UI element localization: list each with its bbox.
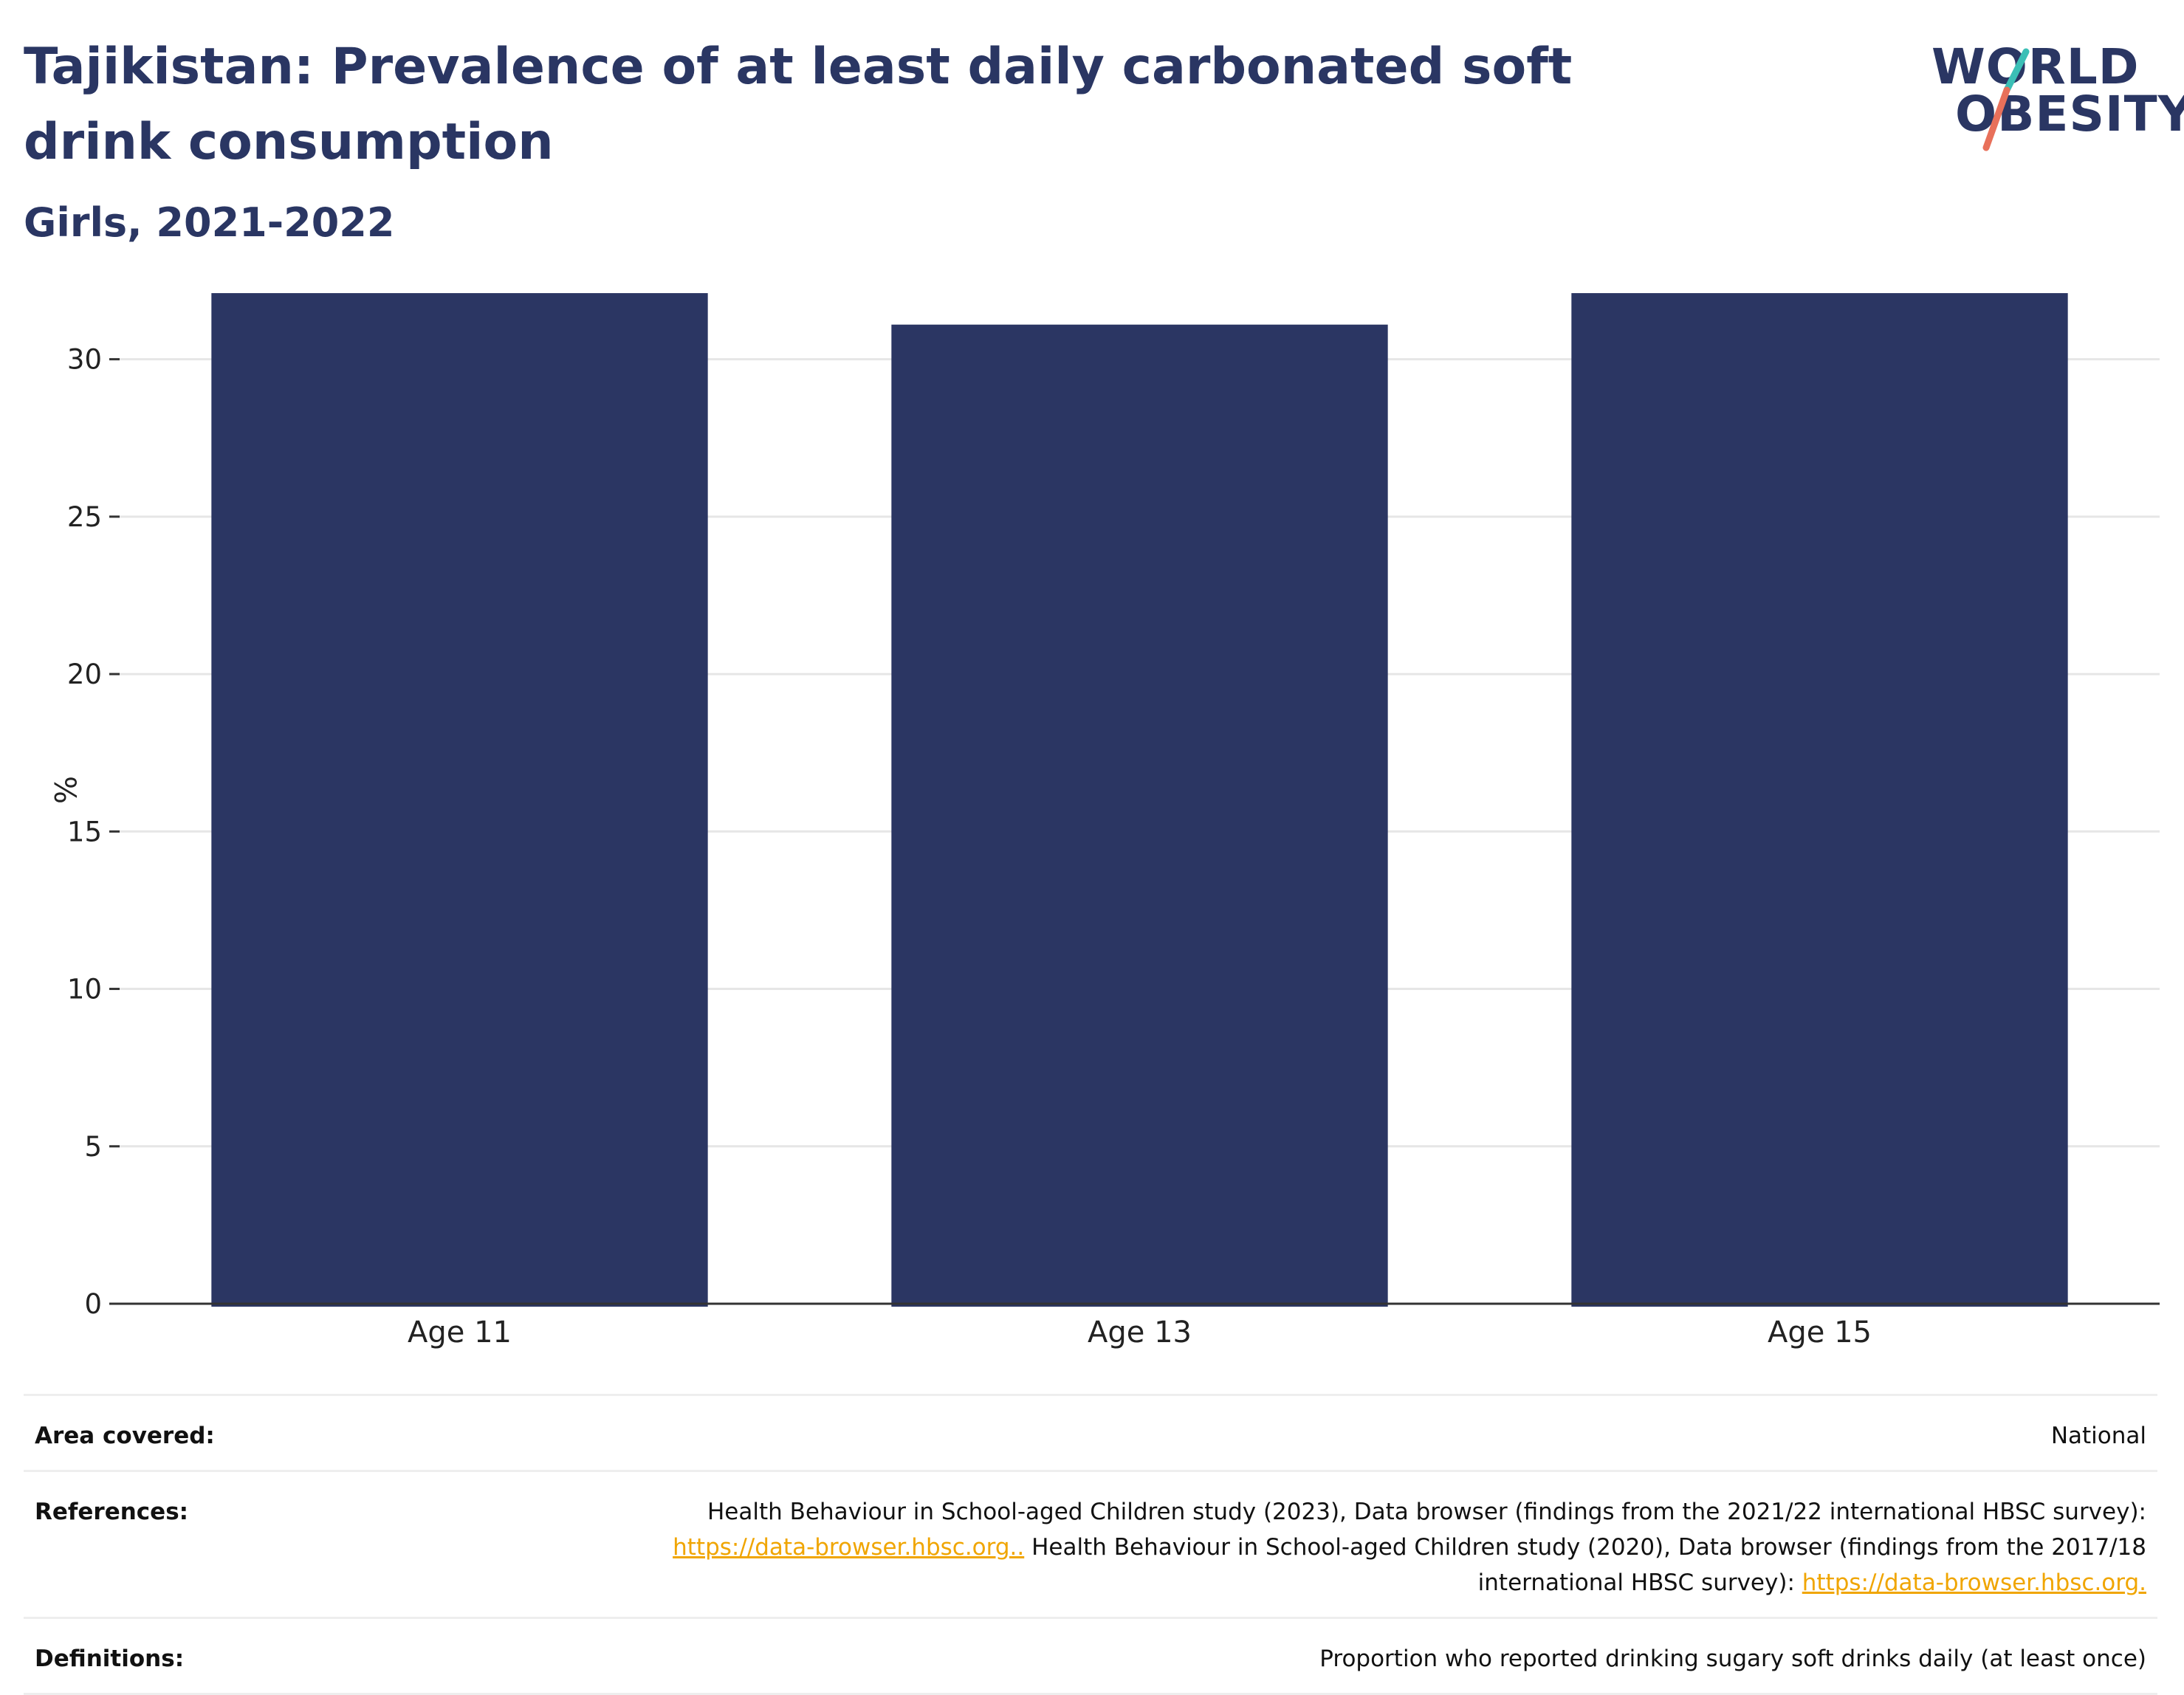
reference-text-2: Health Behaviour in School-aged Children… (1024, 1534, 2146, 1596)
y-tick-label: 25 (67, 501, 102, 533)
y-tick-label: 10 (67, 974, 102, 1005)
y-axis-title: % (47, 776, 81, 804)
reference-link-2[interactable]: https://data-browser.hbsc.org. (1802, 1569, 2146, 1596)
y-tick-label: 0 (84, 1288, 102, 1320)
definitions-label: Definitions: (35, 1646, 185, 1672)
reference-text-1: Health Behaviour in School-aged Children… (707, 1499, 2146, 1525)
info-row-references: References: Health Behaviour in School-a… (24, 1470, 2157, 1617)
x-tick-labels: Age 11 Age 13 Age 15 (408, 1316, 1872, 1350)
references-label: References: (35, 1499, 189, 1525)
references-value: Health Behaviour in School-aged Children… (596, 1494, 2146, 1601)
bars (211, 293, 2068, 1307)
logo-line-1: WORLD (1931, 38, 2140, 95)
x-tick-label: Age 13 (1088, 1316, 1192, 1350)
y-tick-label: 30 (67, 344, 102, 376)
bar-age-15 (1571, 293, 2068, 1307)
world-obesity-logo: WORLD OBESITY (1927, 22, 2184, 155)
bar-chart: 0 5 10 15 20 25 30 Age 11 Age 13 Age 15 % (47, 293, 2160, 1350)
info-row-area: Area covered: National (24, 1394, 2157, 1470)
chart-title: Tajikistan: Prevalence of at least daily… (24, 38, 1573, 171)
bar-age-11 (211, 293, 708, 1307)
chart-subtitle: Girls, 2021-2022 (24, 199, 395, 246)
y-tick-label: 20 (67, 659, 102, 690)
area-value: National (2050, 1423, 2146, 1449)
reference-link-1[interactable]: https://data-browser.hbsc.org.. (673, 1534, 1025, 1561)
logo-slash-icon (1982, 48, 2030, 151)
area-label: Area covered: (35, 1423, 215, 1449)
x-tick-label: Age 15 (1768, 1316, 1872, 1350)
y-tick-labels: 0 5 10 15 20 25 30 (67, 344, 120, 1320)
y-tick-label: 15 (67, 816, 102, 848)
info-row-definitions: Definitions: Proportion who reported dri… (24, 1617, 2157, 1695)
bar-age-13 (891, 324, 1388, 1307)
definitions-value: Proportion who reported drinking sugary … (1319, 1646, 2146, 1672)
x-tick-label: Age 11 (408, 1316, 512, 1350)
y-tick-label: 5 (84, 1131, 102, 1163)
info-table: Area covered: National References: Healt… (24, 1394, 2157, 1695)
